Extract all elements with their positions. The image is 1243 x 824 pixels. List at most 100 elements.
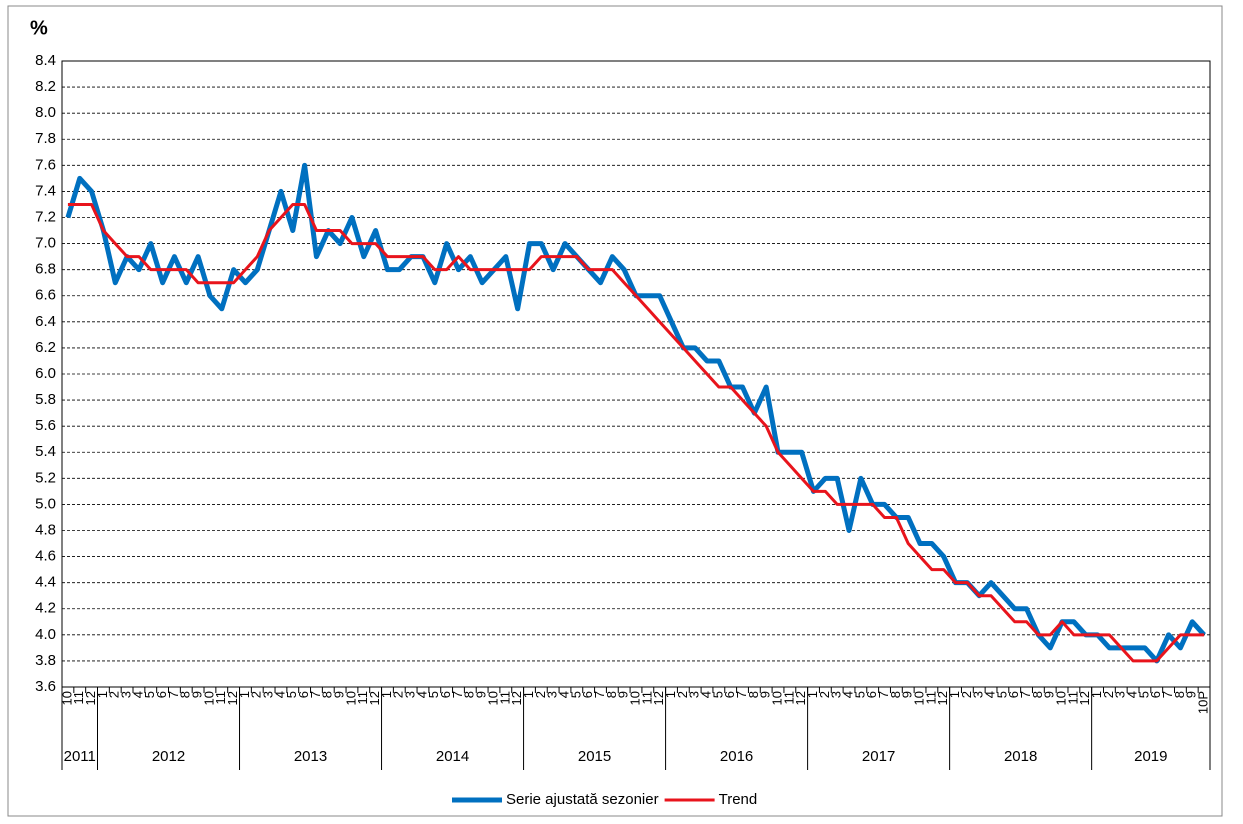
y-tick-label: 5.8 <box>35 391 56 408</box>
x-tick-label: 10 <box>485 691 500 705</box>
x-tick-label: 12 <box>225 691 240 705</box>
y-tick-label: 6.0 <box>35 365 56 382</box>
x-tick-label: 6 <box>722 691 737 698</box>
year-label: 2015 <box>578 748 611 765</box>
x-tick-label: 1 <box>95 691 110 698</box>
x-tick-label: 12 <box>83 691 98 705</box>
x-tick-label: 8 <box>320 691 335 698</box>
legend-label: Trend <box>719 791 758 808</box>
x-tick-label: 8 <box>604 691 619 698</box>
x-tick-label: 7 <box>1160 691 1175 698</box>
x-tick-label: 2 <box>249 691 264 698</box>
x-tick-label: 12 <box>1077 691 1092 705</box>
x-tick-label: 9 <box>1042 691 1057 698</box>
x-tick-label: 3 <box>261 691 276 698</box>
x-tick-label: 8 <box>746 691 761 698</box>
x-tick-label: 8 <box>178 691 193 698</box>
x-tick-label: 7 <box>592 691 607 698</box>
x-tick-label: 6 <box>1006 691 1021 698</box>
x-tick-label: 11 <box>923 691 938 705</box>
y-tick-label: 4.4 <box>35 574 56 591</box>
year-label: 2012 <box>152 748 185 765</box>
y-tick-label: 4.0 <box>35 626 56 643</box>
y-tick-label: 5.4 <box>35 443 56 460</box>
x-tick-label: 3 <box>687 691 702 698</box>
x-tick-label: 4 <box>556 691 571 698</box>
y-tick-label: 5.2 <box>35 469 56 486</box>
x-tick-label: 9 <box>1184 691 1199 698</box>
x-tick-label: 9 <box>758 691 773 698</box>
x-tick-label: 2 <box>1101 691 1116 698</box>
y-tick-label: 6.8 <box>35 261 56 278</box>
x-tick-label: 6 <box>154 691 169 698</box>
x-tick-label: 10 <box>769 691 784 705</box>
y-tick-label: 5.0 <box>35 495 56 512</box>
x-tick-label: 2 <box>959 691 974 698</box>
x-tick-label: 8 <box>1172 691 1187 698</box>
legend-label: Serie ajustată sezonier <box>506 791 659 808</box>
x-tick-label: 12 <box>651 691 666 705</box>
x-tick-label: 1 <box>521 691 536 698</box>
x-tick-label: 5 <box>284 691 299 698</box>
x-tick-label: 3 <box>971 691 986 698</box>
x-tick-label: 5 <box>710 691 725 698</box>
x-tick-label: 1 <box>379 691 394 698</box>
x-tick-label: 6 <box>296 691 311 698</box>
x-tick-label: 5 <box>426 691 441 698</box>
x-tick-label: 10 <box>1053 691 1068 705</box>
x-tick-label: 3 <box>829 691 844 698</box>
x-tick-label: 3 <box>119 691 134 698</box>
x-tick-label: 12 <box>509 691 524 705</box>
x-tick-label: 9 <box>332 691 347 698</box>
plot-area <box>61 60 1211 688</box>
x-tick-label: 5 <box>568 691 583 698</box>
x-tick-label: 7 <box>876 691 891 698</box>
y-tick-label: 7.2 <box>35 208 56 225</box>
x-tick-label: 1 <box>947 691 962 698</box>
x-tick-label: 6 <box>864 691 879 698</box>
chart-frame <box>7 5 1223 817</box>
x-tick-label: 12 <box>935 691 950 705</box>
x-tick-label: 2 <box>107 691 122 698</box>
x-tick-label: 8 <box>462 691 477 698</box>
year-label: 2011 <box>64 748 96 765</box>
y-tick-label: 4.8 <box>35 521 56 538</box>
y-tick-label: 7.8 <box>35 130 56 147</box>
x-tick-label: 11 <box>355 691 370 705</box>
x-tick-label: 3 <box>1113 691 1128 698</box>
x-tick-label: 4 <box>272 691 287 698</box>
year-label: 2018 <box>1004 748 1037 765</box>
x-tick-label: 4 <box>130 691 145 698</box>
y-tick-label: 8.0 <box>35 104 56 121</box>
year-label: 2014 <box>436 748 469 765</box>
y-tick-label: 8.4 <box>35 52 56 69</box>
x-tick-label: 5 <box>852 691 867 698</box>
x-tick-label: 6 <box>580 691 595 698</box>
y-tick-label: 7.6 <box>35 156 56 173</box>
y-tick-label: 8.2 <box>35 78 56 95</box>
year-label: 2016 <box>720 748 753 765</box>
y-tick-label: 6.6 <box>35 287 56 304</box>
x-tick-label: 8 <box>1030 691 1045 698</box>
x-tick-label: 7 <box>308 691 323 698</box>
x-tick-label: 3 <box>545 691 560 698</box>
y-tick-label: 6.2 <box>35 339 56 356</box>
x-tick-label: 11 <box>1065 691 1080 705</box>
x-tick-label: 9 <box>616 691 631 698</box>
y-tick-label: 3.6 <box>35 678 56 695</box>
x-tick-label: 7 <box>450 691 465 698</box>
x-tick-label: 4 <box>982 691 997 698</box>
x-tick-label: 3 <box>403 691 418 698</box>
x-tick-label: 11 <box>497 691 512 705</box>
x-tick-label: 11 <box>781 691 796 705</box>
x-tick-label: 12 <box>793 691 808 705</box>
x-tick-label: 5 <box>142 691 157 698</box>
x-tick-label: 2 <box>391 691 406 698</box>
x-tick-label: 5 <box>994 691 1009 698</box>
x-tick-label: 7 <box>1018 691 1033 698</box>
year-label: 2013 <box>294 748 327 765</box>
x-tick-label: 6 <box>438 691 453 698</box>
x-tick-label: 11 <box>71 691 86 705</box>
x-tick-label: 6 <box>1148 691 1163 698</box>
